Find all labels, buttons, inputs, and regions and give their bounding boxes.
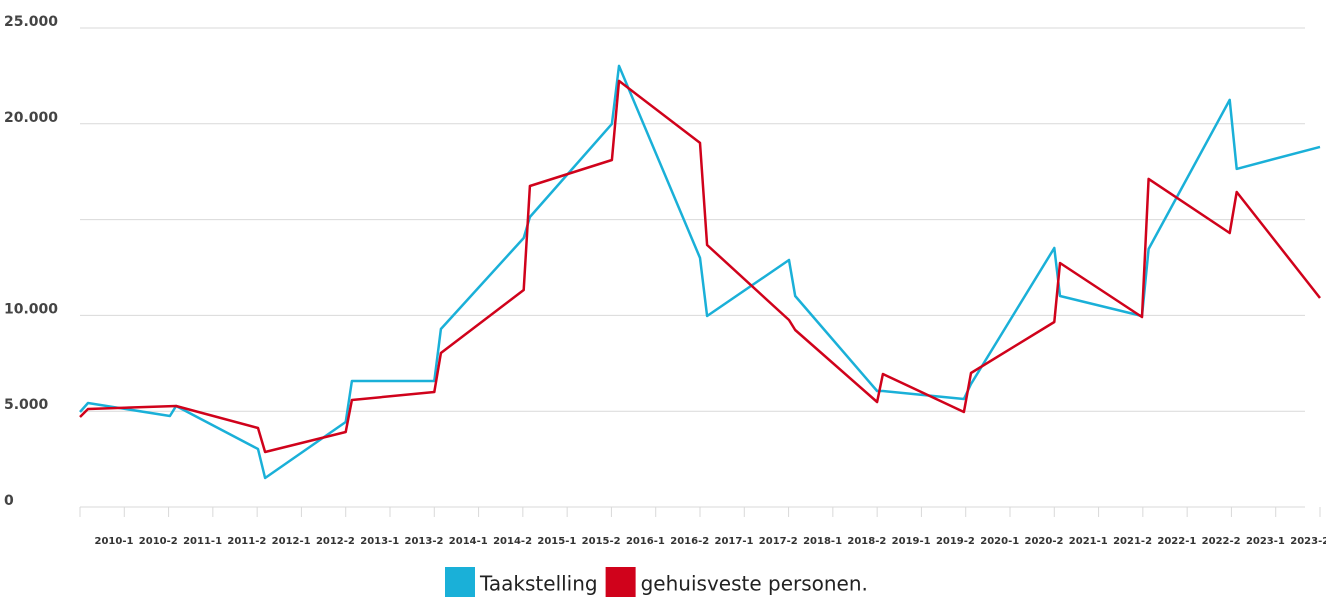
x-tick-label: 2011-1 (183, 536, 222, 547)
x-tick-label: 2017-2 (759, 536, 798, 547)
y-tick-label: 5.000 (4, 397, 49, 413)
x-tick-label: 2012-2 (316, 536, 355, 547)
y-tick-label: 0 (4, 493, 14, 509)
x-tick-label: 2019-2 (936, 536, 975, 547)
x-tick-label: 2023-1 (1246, 536, 1285, 547)
x-tick-label: 2023-2 (1290, 536, 1326, 547)
x-tick-label: 2014-1 (449, 536, 488, 547)
x-tick-label: 2018-2 (847, 536, 886, 547)
legend-label: Taakstelling (479, 572, 598, 596)
x-tick-label: 2010-2 (139, 536, 178, 547)
x-tick-label: 2014-2 (493, 536, 532, 547)
y-tick-label: 20.000 (4, 110, 58, 126)
x-tick-label: 2015-1 (537, 536, 576, 547)
x-tick-label: 2019-1 (892, 536, 931, 547)
y-tick-label: 10.000 (4, 301, 58, 317)
y-tick-label: 25.000 (4, 14, 58, 30)
x-tick-label: 2016-1 (626, 536, 665, 547)
x-tick-label: 2012-1 (272, 536, 311, 547)
line-series (79, 79, 1321, 454)
x-tick-label: 2010-1 (95, 536, 134, 547)
x-tick-label: 2021-1 (1069, 536, 1108, 547)
x-tick-label: 2016-2 (670, 536, 709, 547)
x-tick-label: 2022-1 (1157, 536, 1196, 547)
x-tick-label: 2013-2 (405, 536, 444, 547)
x-tick-label: 2022-2 (1202, 536, 1241, 547)
x-tick-label: 2020-2 (1025, 536, 1064, 547)
x-tick-label: 2013-1 (360, 536, 399, 547)
x-tick-label: 2018-1 (803, 536, 842, 547)
x-tick-label: 2015-2 (582, 536, 621, 547)
x-tick-label: 2017-1 (715, 536, 754, 547)
x-tick-label: 2021-2 (1113, 536, 1152, 547)
x-tick-label: 2011-2 (227, 536, 266, 547)
line-series (79, 64, 1321, 480)
legend-label: gehuisveste personen. (641, 572, 868, 596)
legend-swatch (445, 567, 475, 597)
legend-swatch (605, 567, 636, 597)
x-tick-label: 2020-1 (980, 536, 1019, 547)
